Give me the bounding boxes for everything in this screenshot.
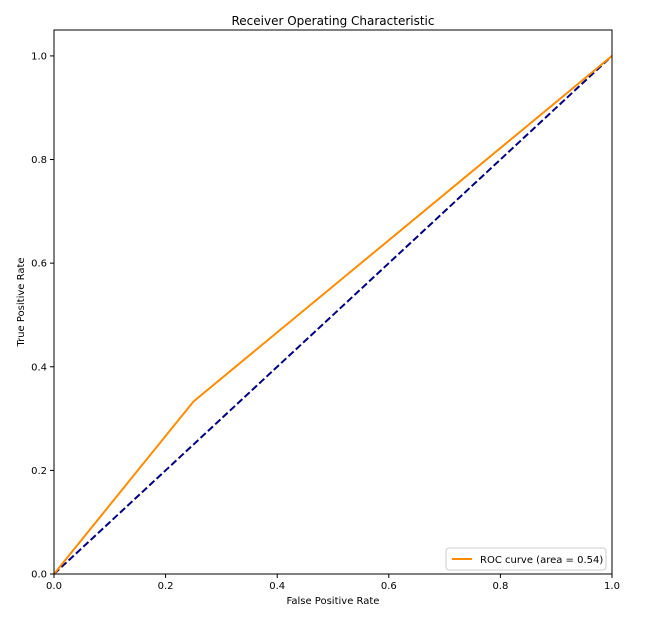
y-tick-label: 0.6 <box>31 259 47 270</box>
y-axis-ticks: 0.0 0.2 0.4 0.6 0.8 1.0 <box>31 51 54 581</box>
x-tick-label: 0.0 <box>46 581 62 592</box>
x-tick-label: 0.6 <box>381 581 397 592</box>
y-tick-label: 0.8 <box>31 155 47 166</box>
chart-title: Receiver Operating Characteristic <box>231 14 434 28</box>
x-axis-ticks: 0.0 0.2 0.4 0.6 0.8 1.0 <box>46 574 620 592</box>
series-line-reference-diagonal <box>53 55 613 575</box>
legend-label-roc-curve: ROC curve (area = 0.54) <box>480 555 603 566</box>
y-axis-label: True Positive Rate <box>16 257 27 347</box>
y-tick-label: 0.4 <box>31 362 47 373</box>
legend-box <box>445 547 607 571</box>
y-tick-label: 1.0 <box>31 51 47 62</box>
y-tick-label: 0.2 <box>31 466 47 477</box>
x-tick-label: 1.0 <box>604 581 620 592</box>
series-layer <box>53 55 613 575</box>
x-tick-label: 0.8 <box>492 581 508 592</box>
plot-frame <box>53 29 613 575</box>
x-tick-label: 0.2 <box>158 581 174 592</box>
x-axis-label: False Positive Rate <box>287 596 380 607</box>
plot-area <box>53 29 613 575</box>
series-line-roc-curve <box>53 55 613 575</box>
legend: ROC curve (area = 0.54) <box>445 547 607 571</box>
y-tick-label: 0.0 <box>31 570 47 581</box>
x-tick-label: 0.4 <box>269 581 285 592</box>
